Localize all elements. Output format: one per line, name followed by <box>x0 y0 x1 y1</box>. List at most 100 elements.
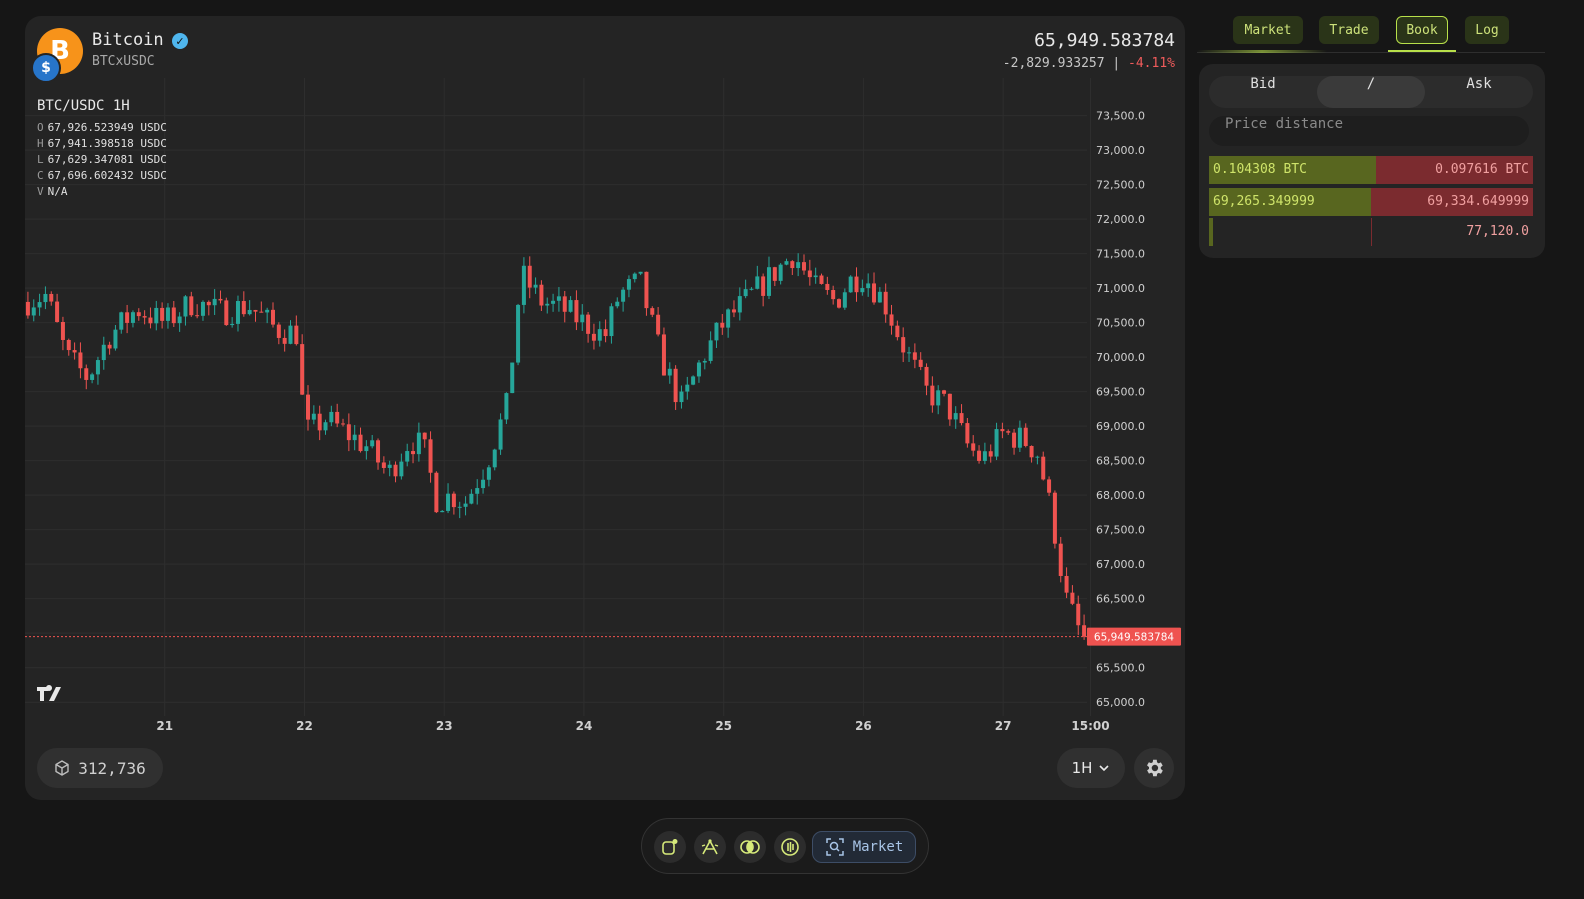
candle-body <box>731 309 736 313</box>
verified-badge-icon: ✓ <box>172 33 188 49</box>
candle-body <box>661 334 666 376</box>
candle-body <box>259 311 264 313</box>
candle-body <box>982 451 987 461</box>
candle-body <box>1058 543 1063 576</box>
candle-body <box>866 283 871 289</box>
market-search-button[interactable]: Market <box>812 831 916 863</box>
candle-body <box>597 329 602 341</box>
candle-body <box>632 273 637 280</box>
x-tick-label: 21 <box>156 719 173 733</box>
price-distance-input[interactable]: Price distance <box>1209 116 1529 146</box>
candle-body <box>825 283 830 291</box>
candle-body <box>335 411 340 424</box>
change-percent: -4.11% <box>1128 56 1175 71</box>
tab-market[interactable]: Market <box>1233 16 1303 44</box>
candle-body <box>195 315 200 317</box>
segment-ask[interactable]: Ask <box>1466 76 1492 92</box>
candle-body <box>988 451 993 457</box>
candle-body <box>901 337 906 353</box>
tradingview-logo-icon[interactable] <box>37 684 67 707</box>
timeframe-select[interactable]: 1H <box>1057 748 1125 788</box>
candle-body <box>772 267 777 281</box>
y-tick-label: 71,000.0 <box>1096 282 1145 295</box>
chart-settings-button[interactable] <box>1134 748 1174 788</box>
ohlc-legend: O 67,926.523949 USDC H 67,941.398518 USDC … <box>37 120 167 200</box>
candle-body <box>638 271 643 274</box>
broadcast-button[interactable] <box>774 831 806 863</box>
tabs-glow <box>1197 50 1327 53</box>
asset-name: Bitcoin <box>92 30 164 50</box>
x-tick-label: 24 <box>576 719 593 733</box>
candle-body <box>807 270 812 278</box>
orderbook-row[interactable]: 69,265.349999 69,334.649999 <box>1209 188 1533 216</box>
candle-body <box>218 298 223 301</box>
compare-button[interactable] <box>734 831 766 863</box>
candle-body <box>434 472 439 513</box>
candle-body <box>796 262 801 269</box>
candle-body <box>200 301 205 316</box>
candle-body <box>1006 431 1011 433</box>
candlestick-chart[interactable]: 65,000.065,500.066,000.066,500.067,000.0… <box>25 16 1185 736</box>
tab-book[interactable]: Book <box>1396 16 1448 44</box>
candle-body <box>947 393 952 420</box>
candle-body <box>533 284 538 288</box>
candle-body <box>650 308 655 315</box>
candle-body <box>457 506 462 508</box>
drawing-tools-icon <box>701 839 719 855</box>
candle-body <box>352 434 357 441</box>
orderbook-row[interactable]: 77,120.0 <box>1209 218 1533 246</box>
candle-body <box>591 333 596 341</box>
candle-body <box>854 276 859 293</box>
ohlc-low: L 67,629.347081 USDC <box>37 153 167 166</box>
candle-body <box>656 314 661 335</box>
candle-body <box>399 461 404 477</box>
block-height-pill[interactable]: 312,736 <box>37 748 163 788</box>
candle-body <box>55 301 60 322</box>
ohlc-volume: V N/A <box>37 185 68 198</box>
candle-body <box>504 393 509 420</box>
candle-body <box>95 360 100 375</box>
candle-body <box>720 322 725 328</box>
candle-body <box>142 316 147 318</box>
x-tick-label: 25 <box>715 719 732 733</box>
drawing-tools-button[interactable] <box>694 831 726 863</box>
segment-both[interactable]: / <box>1317 76 1425 108</box>
candle-body <box>294 325 299 345</box>
candle-body <box>848 276 853 293</box>
candle-body <box>790 261 795 269</box>
price-change: -2,829.933257 | -4.11% <box>1003 56 1175 71</box>
y-tick-label: 67,500.0 <box>1096 524 1145 537</box>
candle-body <box>376 440 381 463</box>
change-separator: | <box>1112 56 1121 71</box>
new-window-button[interactable] <box>654 831 686 863</box>
side-tabs: Market Trade Book Log <box>1197 16 1545 53</box>
candle-body <box>37 302 42 308</box>
candle-body <box>451 493 456 508</box>
candle-body <box>837 299 842 308</box>
candle-body <box>551 300 556 304</box>
candle-body <box>358 434 363 452</box>
candle-body <box>329 411 334 423</box>
candle-body <box>107 344 112 349</box>
candle-body <box>1047 479 1052 493</box>
candle-body <box>154 307 159 324</box>
candle-body <box>1012 432 1017 448</box>
candle-body <box>679 391 684 403</box>
candle-body <box>346 424 351 441</box>
candle-body <box>31 307 36 316</box>
candle-body <box>831 290 836 300</box>
candle-body <box>667 368 672 376</box>
candle-body <box>609 306 614 337</box>
candle-body <box>539 284 544 306</box>
orderbook-row[interactable]: 0.104308 BTC 0.097616 BTC <box>1209 156 1533 184</box>
candle-body <box>43 293 48 303</box>
segment-bid[interactable]: Bid <box>1250 76 1276 92</box>
bid-cell: 69,265.349999 <box>1209 188 1371 216</box>
ask-cell: 0.097616 BTC <box>1375 156 1533 184</box>
tab-trade[interactable]: Trade <box>1319 16 1379 44</box>
candle-body <box>615 301 620 307</box>
gear-icon <box>1147 759 1163 777</box>
y-tick-label: 69,000.0 <box>1096 420 1145 433</box>
candle-body <box>743 289 748 297</box>
tab-log[interactable]: Log <box>1465 16 1509 44</box>
